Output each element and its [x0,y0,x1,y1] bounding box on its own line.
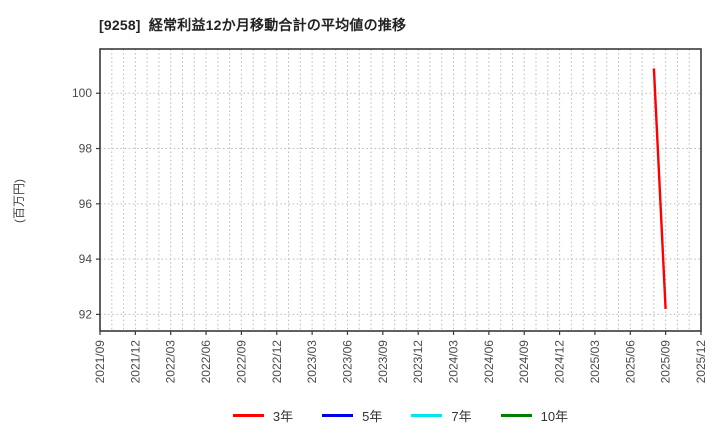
legend-label-3y: 3年 [272,408,294,424]
x-tick-label: 2025/06 [623,340,637,384]
y-tick-label: 98 [79,142,93,156]
x-tick-label: 2024/03 [447,340,461,384]
x-tick-label: 2024/09 [517,340,531,384]
legend-item-5y: 5年 [322,406,382,425]
y-tick-label: 92 [79,307,93,321]
x-tick-label: 2025/09 [659,340,673,384]
legend-swatch-3y [232,413,264,417]
chart-title: [9258] 経常利益12か月移動合計の平均値の推移 [99,17,407,33]
axes-frame [99,48,702,332]
legend: 3年 5年 7年 10年 [100,401,701,429]
x-tick-label: 2024/06 [482,340,496,384]
x-tick-label: 2025/03 [588,340,602,384]
x-tick-label: 2022/09 [234,340,248,384]
x-tick-label: 2021/12 [128,340,142,384]
x-tick-label: 2021/09 [93,340,107,384]
y-tick-label: 100 [72,86,92,100]
legend-swatch-10y [500,413,532,417]
legend-swatch-7y [411,413,443,417]
x-tick-label: 2022/12 [270,340,284,384]
legend-item-7y: 7年 [411,406,472,425]
legend-label-10y: 10年 [540,408,569,424]
y-tick-label: 96 [79,197,93,211]
x-tick-label: 2023/03 [305,340,319,384]
x-tick-label: 2022/03 [164,340,178,384]
legend-item-3y: 3年 [232,406,294,425]
legend-swatch-5y [322,413,354,417]
x-tick-label: 2023/09 [376,340,390,384]
x-tick-label: 2022/06 [199,340,213,384]
x-tick-label: 2023/06 [340,340,354,384]
x-tick-label: 2024/12 [553,340,567,384]
x-tick-label: 2023/12 [411,340,425,384]
legend-label-5y: 5年 [362,408,383,424]
x-tick-label: 2025/12 [694,340,708,384]
y-tick-label: 94 [79,252,93,266]
series-line-0 [652,68,667,309]
legend-label-7y: 7年 [451,408,472,424]
legend-item-10y: 10年 [500,406,569,425]
